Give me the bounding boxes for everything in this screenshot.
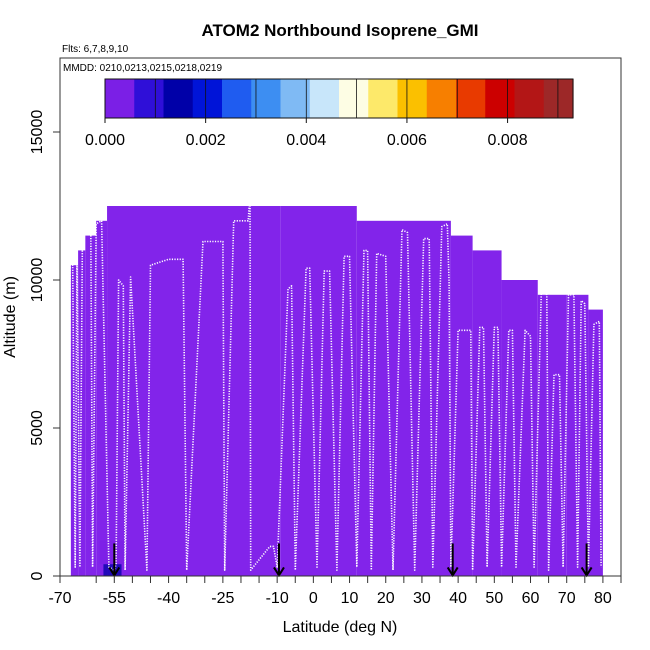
colorbar-swatch — [456, 79, 486, 118]
takeoff-arrow — [273, 543, 285, 578]
colorbar-swatch — [485, 79, 516, 118]
curtain-column — [78, 250, 86, 576]
takeoff-arrow-head — [273, 566, 285, 578]
x-axis: -70 -55 -40 -25 -10 0 10 20 30 40 50 60 70 80 — [48, 576, 622, 607]
y-tick-label: 15000 — [29, 110, 46, 155]
colorbar-swatch — [163, 79, 194, 118]
curtain-column — [566, 294, 589, 576]
colorbar-frame — [104, 78, 574, 119]
flight-track — [68, 193, 602, 571]
x-tick-label: -55 — [103, 590, 126, 607]
plot-frame — [59, 57, 622, 577]
colorbar-swatch — [105, 79, 135, 118]
x-tick-label: -25 — [211, 590, 234, 607]
high-value-patch — [103, 564, 122, 576]
curtain-column — [450, 235, 473, 576]
y-tick-label: 0 — [29, 571, 46, 580]
colorbar-swatch — [543, 79, 574, 118]
colorbar-swatch — [280, 79, 311, 118]
y-tick-label: 10000 — [29, 258, 46, 303]
curtain-column — [501, 280, 538, 576]
x-tick-label: 30 — [413, 590, 431, 607]
x-tick-label: -40 — [157, 590, 180, 607]
chart-title: ATOM2 Northbound Isoprene_GMI — [201, 21, 478, 40]
x-tick-label: 80 — [594, 590, 612, 607]
takeoff-arrow — [446, 543, 459, 578]
x-tick-label: -10 — [266, 590, 289, 607]
curtain-column — [85, 235, 97, 576]
colorbar-swatch — [134, 79, 165, 118]
colorbar-swatch — [426, 79, 457, 118]
curtain-column — [280, 206, 357, 576]
x-tick-label: 20 — [377, 590, 395, 607]
colorbar-swatch — [397, 79, 428, 118]
colorbar-swatch — [192, 79, 223, 118]
x-tick-label: 40 — [449, 590, 467, 607]
takeoff-arrow — [580, 543, 593, 578]
curtain-column — [96, 220, 108, 577]
x-tick-label: 0 — [309, 590, 318, 607]
colorbar: 0.000 0.002 0.004 0.006 0.008 — [85, 78, 574, 149]
takeoff-arrow-head — [446, 566, 459, 578]
x-tick-label: 10 — [341, 590, 359, 607]
colorbar-tick-label: 0.008 — [488, 132, 528, 149]
colorbar-tick-label: 0.002 — [186, 132, 226, 149]
takeoff-arrow-head — [580, 566, 593, 578]
x-tick-label: 60 — [522, 590, 540, 607]
y-axis: 0 5000 10000 15000 — [29, 110, 60, 580]
y-tick-label: 5000 — [29, 410, 46, 446]
x-tick-label: -70 — [48, 590, 71, 607]
colorbar-swatch — [339, 79, 369, 118]
colorbar-swatch — [514, 79, 545, 118]
curtain-column — [107, 206, 281, 576]
x-axis-label: Latitude (deg N) — [283, 619, 398, 636]
colorbar-tick-label: 0.000 — [85, 132, 125, 149]
dates-subtitle: MMDD: 0210,0213,0215,0218,0219 — [63, 63, 222, 74]
takeoff-arrow-head — [108, 566, 121, 578]
plot-area — [68, 193, 603, 578]
x-tick-label: 50 — [485, 590, 503, 607]
colorbar-tick-label: 0.004 — [286, 132, 326, 149]
colorbar-swatch — [222, 79, 252, 118]
x-tick-label: 70 — [558, 590, 576, 607]
colorbar-tick-label: 0.006 — [387, 132, 427, 149]
y-axis-label: Altitude (m) — [2, 276, 19, 358]
colorbar-swatch — [309, 79, 340, 118]
flights-subtitle: Flts: 6,7,8,9,10 — [62, 44, 129, 55]
high-value-patch — [99, 540, 126, 565]
takeoff-arrow — [108, 543, 121, 578]
colorbar-swatch — [368, 79, 399, 118]
